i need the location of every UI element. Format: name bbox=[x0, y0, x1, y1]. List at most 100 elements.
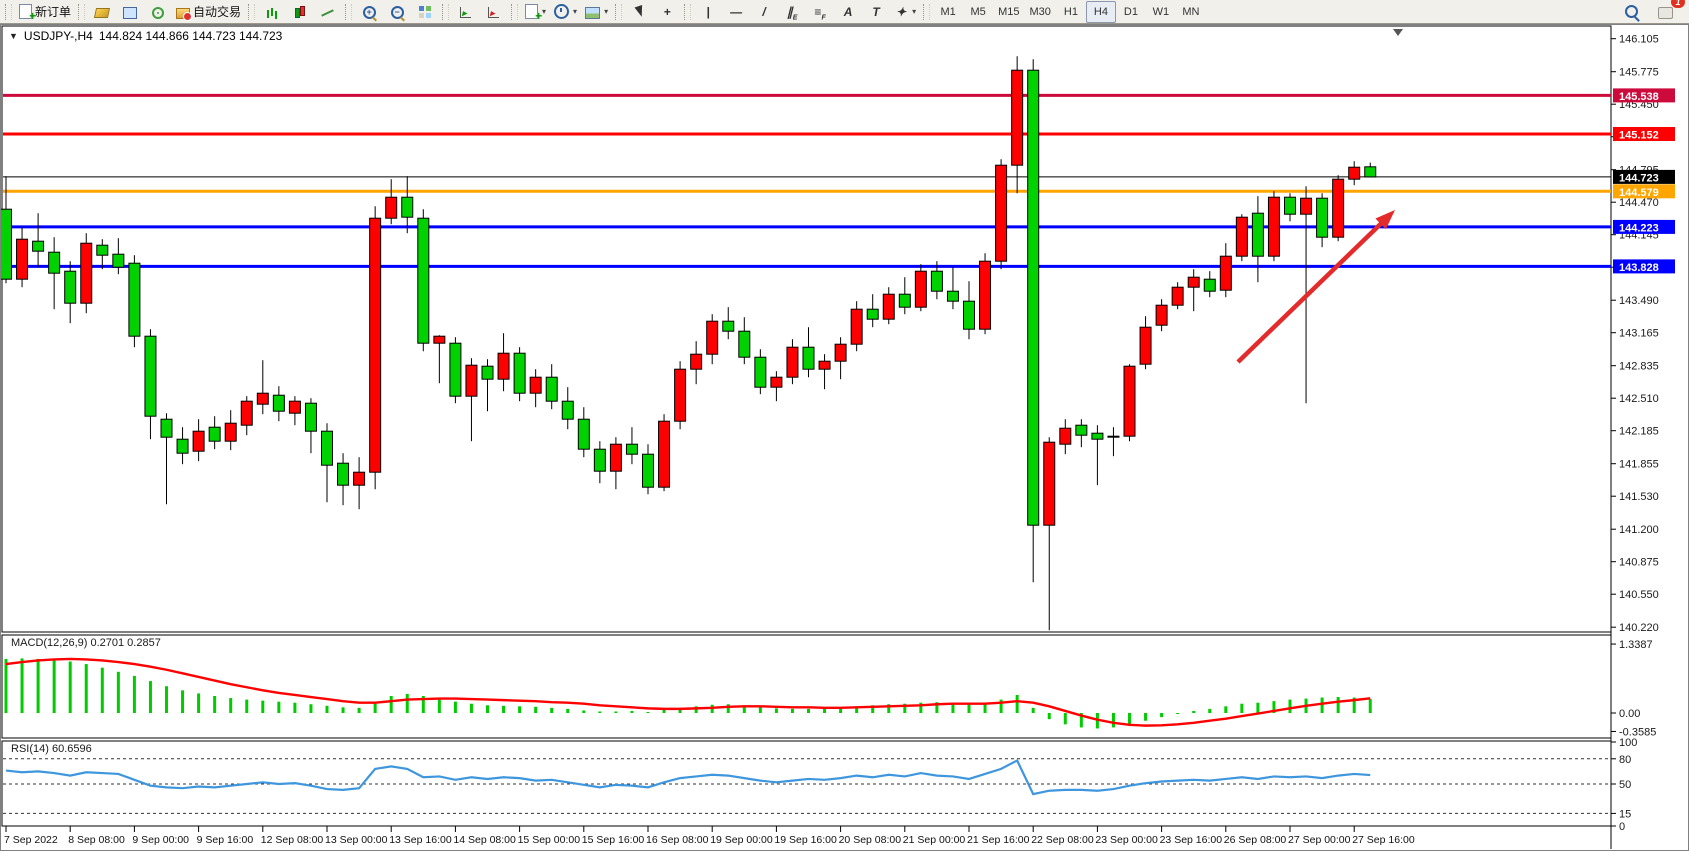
autotrading-icon bbox=[176, 7, 193, 21]
search-button[interactable] bbox=[1617, 1, 1645, 23]
price-badge-144.579 bbox=[1613, 184, 1675, 199]
timeframe-mn[interactable]: MN bbox=[1182, 5, 1200, 18]
tile-windows-button[interactable] bbox=[411, 1, 439, 23]
templates-icon bbox=[585, 6, 601, 19]
macd-signal-line bbox=[5, 657, 1371, 727]
templates-button[interactable]: ▾ bbox=[581, 1, 612, 23]
toolbar-grip[interactable] bbox=[442, 3, 450, 20]
time-label: 13 Sep 00:00 bbox=[325, 834, 388, 846]
indicators-up-button[interactable]: ▸ bbox=[452, 1, 480, 23]
trendline-tool[interactable]: / bbox=[750, 1, 778, 23]
svg-text:141.855: 141.855 bbox=[1619, 459, 1659, 471]
svg-text:143.165: 143.165 bbox=[1619, 328, 1659, 340]
zoom-out-button[interactable]: − bbox=[383, 1, 411, 23]
macd-label: MACD(12,26,9) 0.2701 0.2857 bbox=[11, 637, 161, 649]
price-badge-144.723 bbox=[1613, 169, 1675, 184]
line-chart-button[interactable] bbox=[314, 1, 342, 23]
time-label: 9 Sep 16:00 bbox=[197, 834, 254, 846]
text-tool[interactable]: A bbox=[834, 1, 862, 23]
fibonacci-tool[interactable]: ≡F bbox=[806, 1, 834, 23]
svg-text:142.835: 142.835 bbox=[1619, 361, 1659, 373]
svg-text:80: 80 bbox=[1619, 754, 1631, 766]
svg-text:142.510: 142.510 bbox=[1619, 393, 1659, 405]
svg-text:144.470: 144.470 bbox=[1619, 197, 1659, 209]
zoom-in-button[interactable]: + bbox=[355, 1, 383, 23]
autotrading-button[interactable]: 自动交易 bbox=[172, 1, 245, 23]
svg-text:145.775: 145.775 bbox=[1619, 67, 1659, 79]
time-label: 19 Sep 16:00 bbox=[774, 834, 837, 846]
price-badge-143.828 bbox=[1613, 259, 1675, 274]
toolbar-grip[interactable] bbox=[5, 3, 12, 20]
timeframe-w1[interactable]: W1 bbox=[1152, 5, 1170, 18]
svg-text:142.185: 142.185 bbox=[1619, 426, 1659, 438]
timeframe-h4[interactable]: H4 bbox=[1085, 0, 1116, 23]
line-chart-icon bbox=[321, 5, 335, 19]
crosshair-tool-button-icon: + bbox=[663, 4, 671, 19]
toolbar-grip[interactable] bbox=[345, 3, 353, 20]
svg-text:143.490: 143.490 bbox=[1619, 295, 1659, 307]
time-label: 19 Sep 00:00 bbox=[710, 834, 773, 846]
new-order-button[interactable]: 新订单 bbox=[15, 1, 75, 23]
svg-text:50: 50 bbox=[1619, 779, 1631, 791]
svg-text:15: 15 bbox=[1619, 808, 1631, 820]
timeframe-m1[interactable]: M1 bbox=[940, 5, 956, 18]
horizontal-line-tool[interactable]: — bbox=[722, 1, 750, 23]
svg-text:144.579: 144.579 bbox=[1619, 187, 1659, 199]
svg-text:140.875: 140.875 bbox=[1619, 557, 1659, 569]
macd-pane bbox=[1, 634, 1612, 739]
toolbar-grip[interactable] bbox=[511, 3, 519, 20]
bar-chart-button[interactable] bbox=[258, 1, 286, 23]
cursor-tool-button[interactable] bbox=[625, 1, 653, 23]
channel-tool[interactable]: ∥E bbox=[778, 1, 806, 23]
label-tool[interactable]: T bbox=[862, 1, 890, 23]
svg-text:146.105: 146.105 bbox=[1619, 34, 1659, 46]
crosshair-tool-button[interactable]: + bbox=[653, 1, 681, 23]
trend-arrow-head bbox=[1375, 210, 1395, 230]
time-label: 8 Sep 08:00 bbox=[68, 834, 125, 846]
trendline-tool-icon: / bbox=[762, 4, 766, 19]
timeframe-d1[interactable]: D1 bbox=[1123, 5, 1138, 18]
toolbar-grip[interactable] bbox=[615, 3, 623, 20]
market-watch-button[interactable] bbox=[116, 1, 144, 23]
periods-button[interactable]: ▾ bbox=[550, 1, 581, 23]
styler-icon bbox=[93, 8, 111, 18]
notification-badge: 1 bbox=[1671, 0, 1685, 8]
symbol-title: ▼ USDJPY-,H4 144.824 144.866 144.723 144… bbox=[9, 29, 282, 43]
arrows-tool[interactable]: ✦ ▾ bbox=[890, 1, 920, 23]
horizontal-line-tool-icon: — bbox=[730, 4, 743, 19]
toolbar-grip[interactable] bbox=[78, 3, 86, 20]
candlestick-chart-icon bbox=[293, 5, 307, 19]
new-chart-icon bbox=[525, 4, 542, 23]
svg-text:140.220: 140.220 bbox=[1619, 622, 1659, 634]
toolbar-grip[interactable] bbox=[684, 3, 692, 20]
channel-tool-icon: ∥E bbox=[786, 4, 798, 21]
timeframe-m30[interactable]: M30 bbox=[1029, 5, 1051, 18]
styler-button[interactable] bbox=[88, 1, 116, 23]
svg-text:-0.3585: -0.3585 bbox=[1619, 726, 1656, 738]
timeframe-m15[interactable]: M15 bbox=[998, 5, 1020, 18]
vertical-line-tool[interactable]: | bbox=[694, 1, 722, 23]
chevron-down-icon: ▾ bbox=[573, 7, 578, 16]
chart-shift-marker bbox=[1393, 29, 1403, 36]
signals-icon bbox=[152, 6, 165, 19]
time-label: 23 Sep 16:00 bbox=[1160, 834, 1223, 846]
time-label: 21 Sep 00:00 bbox=[903, 834, 966, 846]
toolbar-grip[interactable] bbox=[248, 3, 256, 20]
vertical-line-tool-icon: | bbox=[706, 4, 710, 19]
signals-button[interactable] bbox=[144, 1, 172, 23]
chat-button[interactable]: 1 bbox=[1651, 0, 1685, 23]
symbol-dropdown-icon[interactable]: ▼ bbox=[9, 31, 18, 41]
timeframe-h1[interactable]: H1 bbox=[1063, 5, 1078, 18]
svg-text:144.723: 144.723 bbox=[1619, 172, 1659, 184]
chart-canvas[interactable]: 146.105145.775145.450145.125144.795144.4… bbox=[1, 25, 1688, 850]
symbol-label: USDJPY-,H4 bbox=[23, 29, 93, 43]
bar-chart-icon bbox=[265, 5, 279, 19]
chevron-down-icon: ▾ bbox=[912, 7, 917, 16]
trend-arrow[interactable] bbox=[1236, 215, 1390, 364]
indicators-down-button[interactable]: ▸ bbox=[480, 1, 508, 23]
candlestick-chart-button[interactable] bbox=[286, 1, 314, 23]
new-chart-button[interactable]: ▾ bbox=[521, 1, 550, 23]
chevron-down-icon: ▾ bbox=[542, 7, 547, 16]
timeframe-m5[interactable]: M5 bbox=[970, 5, 986, 18]
